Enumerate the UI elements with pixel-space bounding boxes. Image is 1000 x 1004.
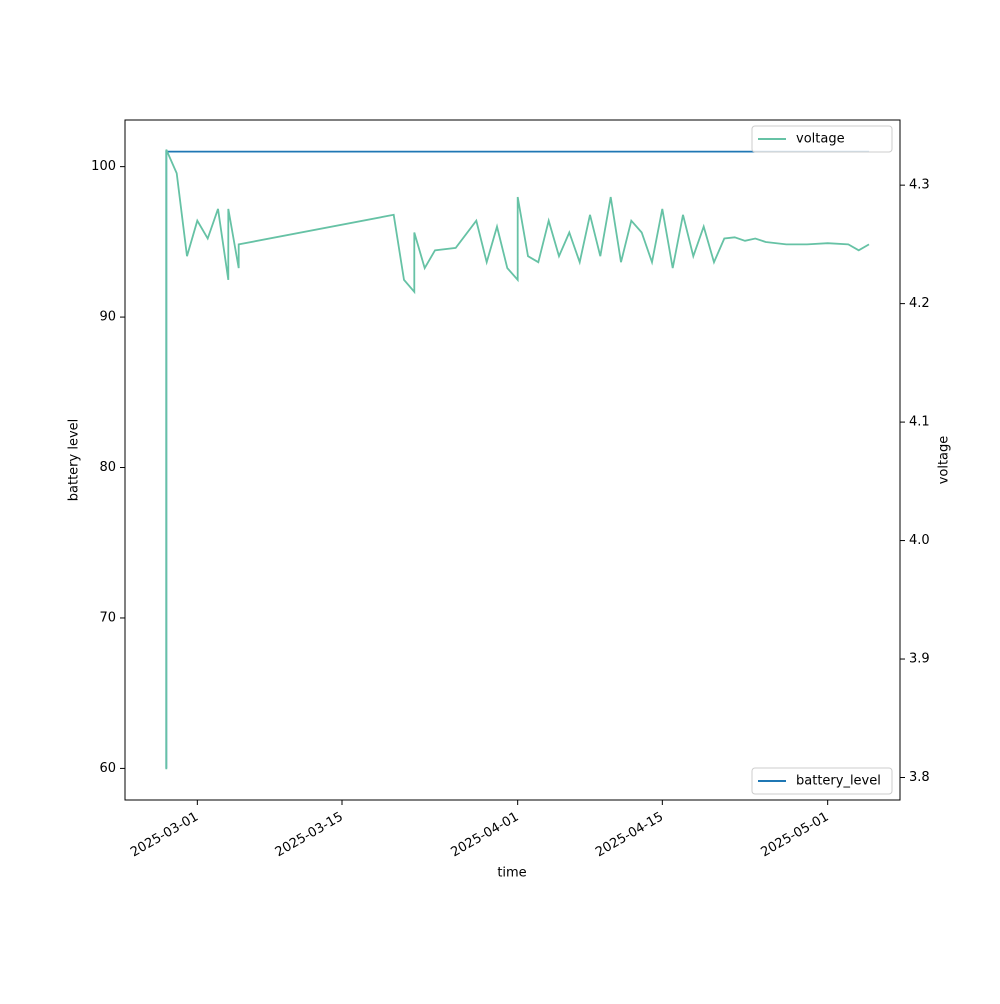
y2-tick-label: 4.3 (909, 178, 930, 193)
y-tick-label: 100 (91, 159, 116, 174)
y2-axis-label: voltage (937, 436, 952, 485)
plot-frame (124, 119, 901, 801)
y-axis-label: battery level (67, 419, 82, 502)
x-axis-label: time (497, 866, 526, 881)
legend-box (751, 767, 893, 795)
legend-box (751, 125, 893, 153)
series-line (165, 149, 870, 770)
y2-tick-label: 4.1 (909, 415, 930, 430)
y-tick-label: 70 (99, 610, 116, 625)
legend-label: battery_level (796, 774, 881, 789)
legend-label: voltage (796, 132, 845, 147)
y-tick-label: 80 (99, 460, 116, 475)
y-tick-label: 60 (99, 761, 116, 776)
y2-tick-label: 3.9 (909, 652, 930, 667)
y2-tick-label: 3.8 (909, 770, 930, 785)
y2-tick-label: 4.2 (909, 296, 930, 311)
y2-tick-label: 4.0 (909, 533, 930, 548)
y-tick-label: 90 (99, 310, 116, 325)
